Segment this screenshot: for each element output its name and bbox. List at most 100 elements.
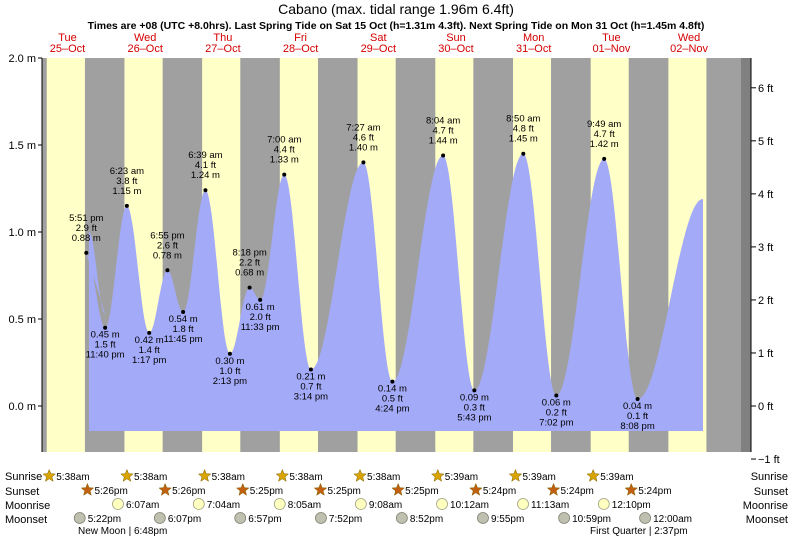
row-label-left: Moonset xyxy=(5,514,47,526)
row-label-right: Sunset xyxy=(754,486,788,498)
extremum-dot xyxy=(165,268,170,273)
extremum-label: 1.15 m xyxy=(112,186,141,197)
extremum-label: 4.7 ft xyxy=(433,125,454,136)
extremum-label: 0.88 m xyxy=(72,233,101,244)
moonset-time: 12:00am xyxy=(653,514,692,525)
sunrise-time: 5:38am xyxy=(289,472,322,483)
right-tick-label: 6 ft xyxy=(758,83,773,95)
sunset-icon xyxy=(235,482,250,496)
extremum-dot xyxy=(308,367,313,372)
moonset-time: 7:52pm xyxy=(329,514,362,525)
sunrise-icon xyxy=(353,468,367,482)
extremum-label: 1.45 m xyxy=(509,134,538,145)
sunrise-time: 5:39am xyxy=(600,472,633,483)
moonset-icon xyxy=(477,512,489,524)
moonrise-time: 12:10pm xyxy=(612,500,651,511)
moonrise-time: 7:04am xyxy=(207,500,240,511)
extremum-label: 1.4 ft xyxy=(139,345,160,356)
moonset-icon xyxy=(153,512,166,524)
sunrise-time: 5:39am xyxy=(522,472,555,483)
extremum-dot xyxy=(602,156,607,161)
extremum-label: 3.8 ft xyxy=(116,176,137,187)
sunrise-icon xyxy=(120,468,134,482)
chart-subtitle: Times are +08 (UTC +8.0hrs). Last Spring… xyxy=(88,20,705,32)
tide-area xyxy=(86,153,704,431)
extremum-label: 4.7 ft xyxy=(594,129,615,140)
extremum-dot xyxy=(390,379,395,384)
moonrise-time: 6:07am xyxy=(126,500,159,511)
day-name: Tue xyxy=(602,32,621,44)
moonset-time: 6:57pm xyxy=(248,514,281,525)
extremum-label: 5:43 pm xyxy=(457,412,491,423)
extremum-dot xyxy=(554,393,559,398)
sunrise-time: 5:38am xyxy=(367,472,400,483)
extremum-dot xyxy=(521,151,526,156)
row-label-right: Moonset xyxy=(746,514,788,526)
moonrise-icon xyxy=(192,498,205,510)
day-date: 28–Oct xyxy=(283,43,318,55)
moonset-time: 5:22pm xyxy=(88,514,121,525)
extremum-label: 1.42 m xyxy=(590,139,619,150)
extremum-dot xyxy=(124,203,129,208)
extremum-label: 1.8 ft xyxy=(173,324,194,335)
moonset-time: 6:07pm xyxy=(168,514,201,525)
day-date: 31–Oct xyxy=(516,43,551,55)
extremum-dot xyxy=(84,250,89,255)
moonset-icon xyxy=(558,512,571,524)
day-name: Sat xyxy=(370,32,387,44)
moonset-icon xyxy=(73,512,86,524)
day-date: 25–Oct xyxy=(50,43,85,55)
row-label-left: Sunrise xyxy=(5,471,42,483)
extremum-label: 0.45 m xyxy=(91,330,120,341)
header: Cabano (max. tidal range 1.96m 6.4ft) Ti… xyxy=(88,1,705,32)
axes: 2.0 m 1.5 m 1.0 m 0.5 m 0.0 m 6 ft 5 ft 4 ft 3 f… xyxy=(8,53,779,466)
sunset-icon xyxy=(313,482,328,496)
sunset-time: 5:24pm xyxy=(638,486,671,497)
moon-phase-label: New Moon | 6:48pm xyxy=(78,526,167,537)
moonset-icon xyxy=(639,512,651,524)
extremum-label: 1.0 ft xyxy=(219,366,240,377)
extremum-dot xyxy=(361,160,366,165)
extremum-dot xyxy=(203,188,208,193)
sunrise-icon xyxy=(42,468,57,482)
sunset-time: 5:26pm xyxy=(172,486,205,497)
day-date: 01–Nov xyxy=(592,43,630,55)
sunset-icon xyxy=(546,482,561,496)
sunrise-icon xyxy=(508,468,523,482)
right-tick-label: 3 ft xyxy=(758,242,773,254)
extremum-label: 0.1 ft xyxy=(627,411,648,422)
moonrise-icon xyxy=(354,498,367,510)
extremum-label: 0.42 m xyxy=(135,335,164,346)
sunrise-time: 5:39am xyxy=(445,472,478,483)
sunset-icon xyxy=(624,482,639,496)
extremum-label: 2.6 ft xyxy=(157,240,178,251)
extremum-label: 6:55 pm xyxy=(150,230,184,241)
extremum-label: 2:13 pm xyxy=(213,376,247,387)
extremum-label: 8:08 pm xyxy=(620,421,654,432)
extremum-label: 0.09 m xyxy=(460,392,489,403)
extremum-label: 0.7 ft xyxy=(300,381,321,392)
extremum-label: 0.30 m xyxy=(215,356,244,367)
right-axis-strip xyxy=(741,58,751,452)
left-tick-label: 1.0 m xyxy=(8,227,36,239)
day-date: 02–Nov xyxy=(670,43,708,55)
day-name: Wed xyxy=(134,32,156,44)
extremum-label: 1.5 ft xyxy=(95,340,116,351)
day-name: Wed xyxy=(678,32,700,44)
extremum-dot xyxy=(227,351,232,356)
extremum-label: 4:24 pm xyxy=(375,404,409,415)
moonset-time: 8:52pm xyxy=(410,514,443,525)
sunset-icon xyxy=(391,482,406,496)
day-name: Tue xyxy=(58,32,77,44)
day-headers: Tue25–OctWed26–OctThu27–OctFri28–OctSat2… xyxy=(50,32,709,55)
extremum-label: 0.78 m xyxy=(153,250,182,261)
left-tick-label: 0.0 m xyxy=(8,401,36,413)
extremum-dot xyxy=(147,330,152,335)
astronomy-rows: Sunrise Sunrise Sunset Sunset Moonrise Moonri… xyxy=(5,468,788,537)
moonrise-icon xyxy=(436,498,448,510)
extremum-label: 0.21 m xyxy=(296,371,325,382)
day-name: Sun xyxy=(446,32,466,44)
left-tick-label: 2.0 m xyxy=(8,53,36,65)
extremum-label: 7:27 am xyxy=(346,122,380,133)
extremum-label: 0.54 m xyxy=(169,314,198,325)
